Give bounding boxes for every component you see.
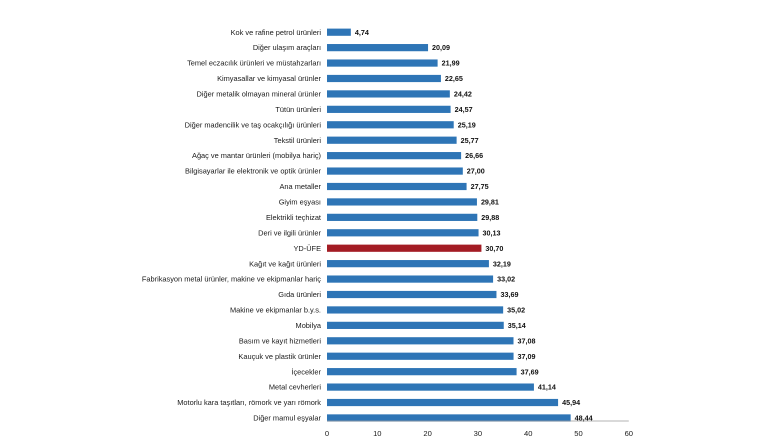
category-label: Metal cevherleri <box>269 383 322 392</box>
value-label: 29,81 <box>481 198 499 207</box>
value-label: 37,69 <box>521 367 539 376</box>
bar <box>327 198 477 206</box>
bar <box>327 275 494 283</box>
category-label: Kok ve rafine petrol ürünleri <box>231 28 322 37</box>
category-label: Ağaç ve mantar ürünleri (mobilya hariç) <box>192 151 321 160</box>
value-label: 37,08 <box>518 336 536 345</box>
value-label: 27,00 <box>467 167 485 176</box>
bar <box>327 105 451 113</box>
value-label: 4,74 <box>355 28 369 37</box>
x-tick-label: 60 <box>625 429 633 438</box>
value-label: 35,02 <box>507 306 525 315</box>
bar <box>327 337 514 345</box>
value-label: 24,57 <box>455 105 473 114</box>
bar <box>327 383 534 391</box>
bar <box>327 59 438 67</box>
value-label: 22,65 <box>445 74 463 83</box>
bar <box>327 28 351 36</box>
bar <box>327 306 504 314</box>
category-label: Deri ve ilgili ürünler <box>258 228 321 237</box>
category-label: Giyim eşyası <box>279 198 321 207</box>
category-label: Bilgisayarlar ile elektronik ve optik ür… <box>185 167 322 176</box>
category-labels: Kok ve rafine petrol ürünleri Diğer ulaşı… <box>142 28 322 423</box>
category-label: Ana metaller <box>280 182 322 191</box>
bar <box>327 260 489 268</box>
value-label: 29,88 <box>481 213 499 222</box>
category-label: Basım ve kayıt hizmetleri <box>239 336 321 345</box>
bar <box>327 136 457 144</box>
category-label: Fabrikasyon metal ürünler, makine ve eki… <box>142 275 321 284</box>
bar <box>327 167 463 175</box>
value-label: 21,99 <box>442 59 460 68</box>
x-tick-label: 20 <box>423 429 431 438</box>
category-label: Temel eczacılık ürünleri ve müstahzarlar… <box>187 59 321 68</box>
bar <box>327 321 504 329</box>
category-label: Kimyasallar ve kimyasal ürünler <box>217 74 321 83</box>
value-label: 32,19 <box>493 259 511 268</box>
x-tick-label: 0 <box>325 429 329 438</box>
value-label: 33,02 <box>497 275 515 284</box>
category-label: Diğer metalik olmayan mineral ürünler <box>197 90 322 99</box>
bar <box>327 290 497 299</box>
bar <box>327 352 514 360</box>
category-label: Diğer mamul eşyalar <box>253 414 321 423</box>
bar <box>327 213 478 221</box>
category-label: Motorlu kara taşıtları, römork ve yarı r… <box>177 398 321 407</box>
category-label: Kauçuk ve plastik ürünler <box>238 352 321 361</box>
category-label: Tekstil ürünleri <box>274 136 322 145</box>
category-label: Diğer madencilik ve taş ocakçılığı ürünl… <box>185 120 322 129</box>
bar <box>327 182 467 191</box>
bar <box>327 414 571 422</box>
bar <box>327 74 441 83</box>
value-labels: 4,74 20,09 21,99 22,65 24,42 24,57 25,19 25,77 2… <box>355 28 593 423</box>
bar <box>327 229 479 237</box>
x-tick-label: 10 <box>373 429 381 438</box>
bar <box>327 121 454 129</box>
bar <box>327 44 429 52</box>
bar <box>327 368 517 376</box>
category-label: İçecekler <box>291 367 321 376</box>
value-label: 25,77 <box>461 136 479 145</box>
value-label: 30,13 <box>483 228 501 237</box>
value-label: 26,66 <box>465 151 483 160</box>
bar <box>327 398 559 407</box>
category-label: Makine ve ekipmanlar b.y.s. <box>230 306 321 315</box>
bar <box>327 152 462 160</box>
category-label: Diğer ulaşım araçları <box>253 43 321 52</box>
value-label: 37,09 <box>518 352 536 361</box>
bar <box>327 90 450 98</box>
value-label: 48,44 <box>575 414 593 423</box>
value-label: 45,94 <box>562 398 580 407</box>
category-label: Gıda ürünleri <box>278 290 321 299</box>
value-label: 25,19 <box>458 120 476 129</box>
bars-layer <box>327 28 571 422</box>
value-label: 33,69 <box>500 290 518 299</box>
value-label: 35,14 <box>508 321 526 330</box>
x-axis: 0 10 20 30 40 50 60 <box>325 420 633 438</box>
bar-highlight <box>327 244 482 252</box>
value-label: 27,75 <box>471 182 489 191</box>
category-label: Mobilya <box>296 321 322 330</box>
value-label: 24,42 <box>454 90 472 99</box>
x-tick-label: 40 <box>524 429 532 438</box>
category-label: Elektrikli teçhizat <box>266 213 321 222</box>
value-label: 20,09 <box>432 43 450 52</box>
category-label: YD-ÜFE <box>293 244 321 253</box>
category-label: Tütün ürünleri <box>275 105 321 114</box>
x-tick-label: 30 <box>474 429 482 438</box>
x-tick-label: 50 <box>574 429 582 438</box>
value-label: 30,70 <box>485 244 503 253</box>
category-label: Kağıt ve kağıt ürünleri <box>249 259 321 268</box>
value-label: 41,14 <box>538 383 556 392</box>
